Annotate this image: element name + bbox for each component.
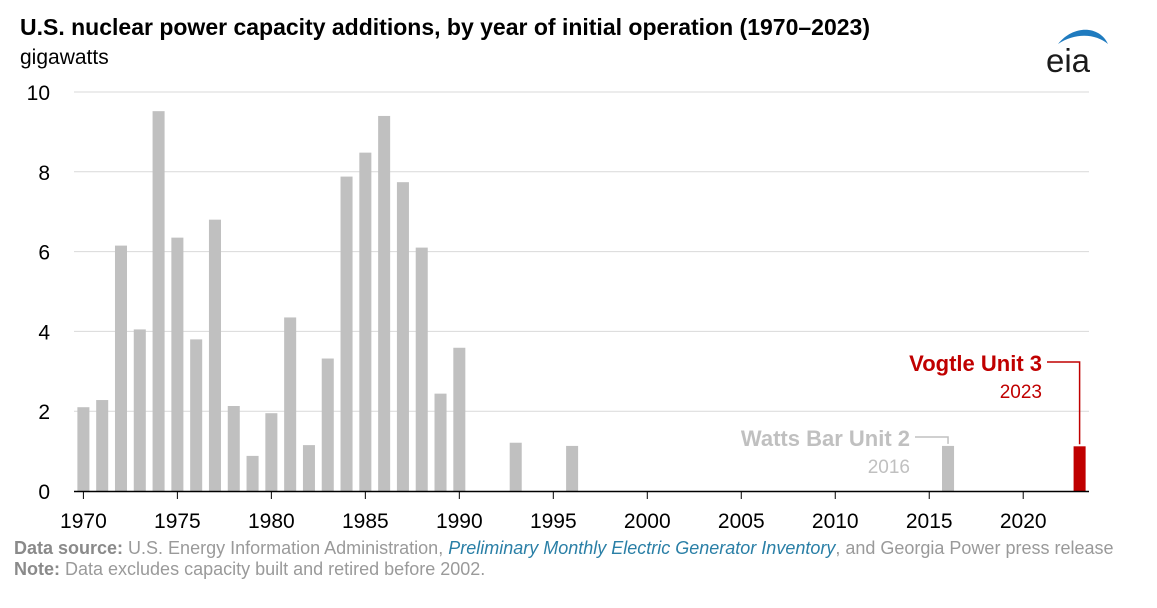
x-tick-label: 1980 (248, 510, 295, 533)
annotation-label: Vogtle Unit 3 (909, 351, 1042, 376)
y-tick-label: 6 (38, 242, 50, 265)
bar (321, 358, 334, 491)
unit-label: gigawatts (20, 46, 109, 69)
bar (246, 455, 259, 491)
annotation-leader-line (1047, 361, 1081, 445)
bar (378, 115, 391, 491)
bar (302, 445, 315, 491)
bar (509, 442, 522, 491)
note-line: Note: Data excludes capacity built and r… (14, 559, 1144, 580)
bar (415, 247, 428, 491)
logo-text: eia (1046, 42, 1091, 79)
bar (227, 406, 240, 491)
source-text-1: U.S. Energy Information Administration, (123, 538, 449, 558)
bar (359, 152, 372, 491)
annotation-year: 2016 (868, 457, 910, 478)
y-tick-label: 8 (38, 162, 50, 185)
x-tick-label: 1990 (436, 510, 483, 533)
source-label: Data source: (14, 538, 124, 558)
x-tick-label: 2005 (718, 510, 765, 533)
x-tick-label: 1970 (60, 510, 107, 533)
x-tick-label: 1995 (530, 510, 577, 533)
bar-chart: 0 2 4 6 8 10 1970 1975 1980 1985 1990 1995 2000 2005 2… (27, 82, 1089, 533)
annotation-label: Watts Bar Unit 2 (741, 426, 910, 451)
y-tick-label: 10 (27, 82, 50, 105)
bar (284, 317, 297, 491)
bar (942, 445, 955, 491)
annotation-year: 2023 (1000, 382, 1042, 403)
x-tick-label: 1985 (342, 510, 389, 533)
note-label: Note: (14, 559, 60, 579)
source-link[interactable]: Preliminary Monthly Electric Generator I… (448, 538, 836, 558)
bar (1073, 446, 1086, 491)
bar (96, 400, 109, 491)
x-tick-label: 2010 (812, 510, 859, 533)
y-tick-label: 2 (38, 401, 50, 424)
data-source-line: Data source: U.S. Energy Information Adm… (14, 538, 1144, 559)
x-tick-label: 2015 (906, 510, 953, 533)
logo-swoosh-icon (1058, 29, 1108, 44)
bar (453, 347, 466, 491)
x-tick-label: 2020 (1000, 510, 1047, 533)
bar (171, 237, 184, 491)
bar (208, 219, 221, 491)
bar (265, 413, 278, 491)
bar (77, 407, 90, 491)
bar (190, 339, 203, 491)
bar (114, 245, 128, 491)
y-tick-label: 0 (38, 481, 50, 504)
source-text-2: , and Georgia Power press release (835, 538, 1114, 558)
bar (340, 176, 353, 491)
y-tick-label: 4 (38, 321, 50, 344)
bar (566, 445, 579, 491)
bar (133, 329, 146, 491)
eia-logo: eia (1038, 22, 1118, 80)
footer: Data source: U.S. Energy Information Adm… (14, 538, 1144, 580)
bar (396, 182, 409, 491)
chart-title: U.S. nuclear power capacity additions, b… (20, 14, 871, 40)
x-tick-label: 1975 (154, 510, 201, 533)
bar (434, 393, 447, 491)
note-text: Data excludes capacity built and retired… (60, 559, 486, 579)
bar (152, 111, 165, 491)
annotation-leader-line (915, 436, 949, 444)
x-tick-label: 2000 (624, 510, 671, 533)
